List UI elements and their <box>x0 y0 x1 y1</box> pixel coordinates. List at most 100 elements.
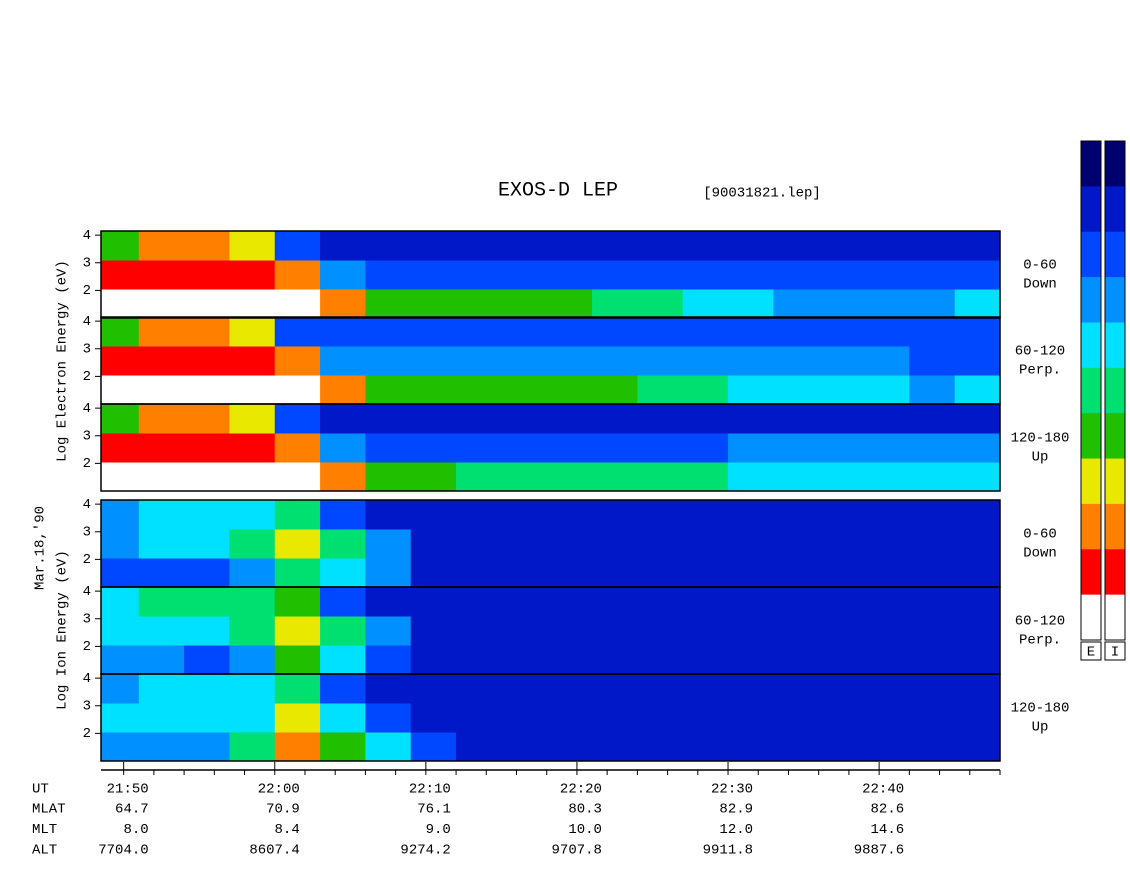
heat-cell <box>138 529 185 559</box>
heat-cell <box>101 433 140 463</box>
heat-cell <box>320 500 366 530</box>
heat-cell <box>773 231 820 261</box>
heat-cell <box>592 260 638 290</box>
heat-cell <box>864 317 910 347</box>
x-tick-label: 21:50 <box>107 782 149 798</box>
heat-cell <box>410 289 457 319</box>
heat-cell <box>682 645 729 675</box>
heat-cell <box>773 616 820 646</box>
heat-cell <box>456 703 502 733</box>
heat-cell <box>954 616 1000 646</box>
heat-cell <box>818 260 865 290</box>
orbit-value: 76.1 <box>417 802 451 818</box>
colorbar-label: E <box>1087 645 1095 661</box>
orbit-value: 8607.4 <box>249 843 299 859</box>
heat-cell <box>909 529 956 559</box>
heat-cell <box>637 433 684 463</box>
heat-cell <box>138 558 185 588</box>
heat-cell <box>546 433 593 463</box>
heat-cell <box>592 462 638 492</box>
heat-cell <box>320 231 366 261</box>
heat-cell <box>101 616 140 646</box>
heat-cell <box>138 260 185 290</box>
heat-cell <box>682 500 729 530</box>
heat-cell <box>728 346 774 376</box>
y-tick-label: 3 <box>83 428 91 444</box>
heat-cell <box>637 529 684 559</box>
heat-cell <box>501 645 548 675</box>
heat-cell <box>546 645 593 675</box>
heat-cell <box>637 703 684 733</box>
heat-cell <box>365 289 412 319</box>
heat-cell <box>410 260 457 290</box>
colorbar-cell <box>1105 413 1125 460</box>
heat-cell <box>229 674 276 704</box>
panel-label: Down <box>1023 277 1057 293</box>
heat-cell <box>501 558 548 588</box>
heat-cell <box>546 231 593 261</box>
heat-cell <box>954 587 1000 617</box>
y-tick-label: 3 <box>83 255 91 271</box>
heat-cell <box>864 500 910 530</box>
heat-cell <box>501 616 548 646</box>
heat-cell <box>728 616 774 646</box>
colorbar-cell <box>1105 186 1125 233</box>
heat-cell <box>320 529 366 559</box>
heat-cell <box>546 703 593 733</box>
colorbar-cell <box>1105 594 1125 641</box>
heat-cell <box>864 645 910 675</box>
heat-cell <box>682 529 729 559</box>
heat-cell <box>184 616 230 646</box>
heat-cell <box>320 645 366 675</box>
heat-cell <box>818 587 865 617</box>
heat-cell <box>138 500 185 530</box>
heat-cell <box>773 558 820 588</box>
heat-cell <box>184 462 230 492</box>
heat-cell <box>320 289 366 319</box>
y-tick-label: 2 <box>83 456 91 472</box>
heat-cell <box>954 375 1000 405</box>
chart-subtitle: [90031821.lep] <box>703 186 821 202</box>
heat-cell <box>773 587 820 617</box>
heat-cell <box>728 404 774 434</box>
heat-cell <box>101 462 140 492</box>
heat-cell <box>365 703 412 733</box>
heat-cell <box>909 500 956 530</box>
heat-cell <box>864 375 910 405</box>
heat-cell <box>274 231 321 261</box>
heat-cell <box>728 674 774 704</box>
heat-cell <box>501 587 548 617</box>
orbit-value: 9274.2 <box>400 843 450 859</box>
heat-cell <box>864 616 910 646</box>
heat-cell <box>456 500 502 530</box>
heat-cell <box>101 317 140 347</box>
heat-cell <box>773 529 820 559</box>
heat-cell <box>410 433 457 463</box>
panel-label: Perp. <box>1019 363 1061 379</box>
heat-cell <box>909 587 956 617</box>
y-tick-label: 2 <box>83 283 91 299</box>
heat-cell <box>456 529 502 559</box>
orbit-row-name: UT <box>32 782 49 798</box>
heat-cell <box>864 404 910 434</box>
heat-cell <box>954 404 1000 434</box>
heat-cell <box>138 645 185 675</box>
heat-cell <box>456 587 502 617</box>
heat-cell <box>456 289 502 319</box>
heat-cell <box>637 674 684 704</box>
heat-cell <box>954 732 1000 762</box>
heat-cell <box>546 346 593 376</box>
heat-cell <box>138 433 185 463</box>
heat-cell <box>410 529 457 559</box>
heat-cell <box>138 375 185 405</box>
panel-label: 0-60 <box>1023 527 1057 543</box>
panel-label: Up <box>1032 720 1049 736</box>
heat-cell <box>229 645 276 675</box>
heat-cell <box>184 674 230 704</box>
heat-cell <box>728 587 774 617</box>
heat-cell <box>365 616 412 646</box>
heat-cell <box>818 645 865 675</box>
heat-cell <box>410 404 457 434</box>
heat-cell <box>818 529 865 559</box>
heat-cell <box>229 433 276 463</box>
